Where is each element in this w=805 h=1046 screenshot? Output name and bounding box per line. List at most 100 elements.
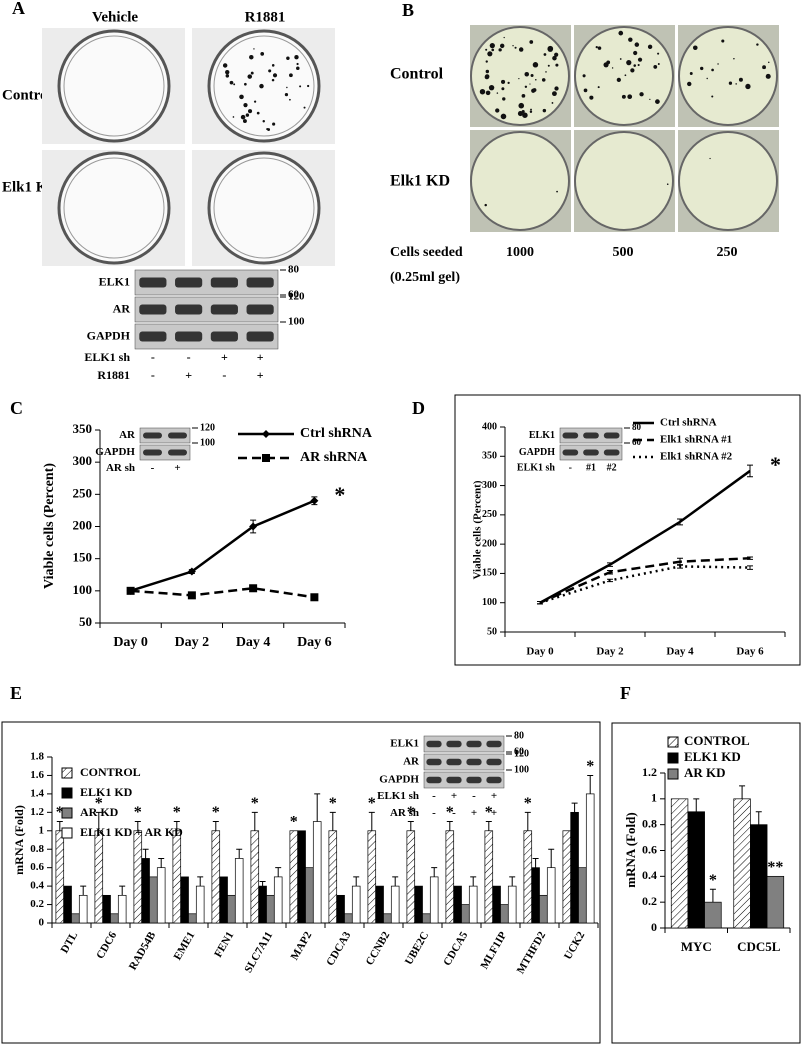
x-tick-label: CDC6 — [94, 929, 119, 961]
bar — [289, 830, 299, 924]
colony — [552, 55, 557, 61]
colony — [518, 102, 525, 109]
colony — [709, 157, 711, 160]
bar — [414, 885, 423, 924]
error-bar — [197, 876, 204, 887]
colony — [711, 68, 714, 72]
significance: * — [173, 804, 181, 821]
legend-swatch — [61, 787, 73, 799]
blot-band — [168, 449, 187, 456]
y-tick-label: 0 — [39, 917, 45, 929]
blot-band — [603, 449, 620, 456]
x-tick-label: CDCA5 — [441, 929, 470, 968]
bar — [110, 913, 119, 924]
legend-label: Ctrl shRNA — [300, 426, 373, 441]
dish-rim — [213, 35, 315, 137]
colony — [529, 110, 533, 114]
colony — [653, 65, 658, 69]
bar — [117, 894, 127, 924]
seeded-label: Cells seeded — [390, 245, 463, 260]
y-tick-label: 0.6 — [30, 861, 44, 873]
colony — [611, 67, 614, 69]
x-tick-label: DTL — [59, 930, 81, 956]
colony — [286, 86, 288, 89]
panel-label: C — [10, 398, 23, 418]
colony — [240, 114, 246, 120]
marker-label: 100 — [514, 764, 529, 775]
y-tick-label: 1.8 — [30, 751, 44, 763]
colony — [541, 78, 546, 82]
band-label: AR — [113, 301, 131, 315]
blot-band — [426, 758, 442, 766]
bar — [687, 811, 705, 929]
colony — [624, 74, 627, 77]
y-tick-label: 1.2 — [30, 806, 44, 818]
colony — [595, 46, 598, 49]
error-bar — [158, 857, 165, 868]
significance: * — [290, 813, 298, 830]
colony — [501, 87, 505, 91]
significance: ** — [767, 859, 783, 876]
blot-strip — [423, 753, 505, 771]
colony — [222, 63, 228, 68]
legend-marker — [262, 454, 270, 462]
colony — [606, 60, 611, 65]
colony — [529, 83, 531, 85]
bar — [492, 885, 501, 924]
band-label: ELK1 — [99, 274, 130, 288]
blot-band — [486, 758, 502, 766]
colony — [735, 83, 737, 85]
blot-band — [175, 304, 203, 315]
significance: * — [709, 872, 717, 889]
condition-sign: + — [257, 368, 264, 382]
colony — [498, 48, 502, 52]
error-bar — [677, 518, 683, 526]
significance: * — [334, 482, 345, 507]
point — [249, 522, 258, 531]
colony — [657, 63, 660, 66]
error-bar — [709, 888, 716, 903]
blot-band — [562, 449, 579, 456]
plate-well — [574, 131, 674, 231]
error-bar — [392, 876, 399, 887]
colony — [225, 74, 230, 78]
condition-sign: + — [221, 350, 228, 364]
y-tick-label: 1.4 — [30, 787, 44, 799]
colony — [583, 88, 588, 93]
significance: * — [212, 804, 220, 821]
colony — [765, 73, 771, 79]
colony — [239, 94, 244, 100]
error-bar — [509, 876, 516, 887]
band-label: ELK1 — [390, 738, 419, 750]
blot-band — [446, 758, 462, 766]
colony — [618, 30, 624, 36]
y-tick-label: 0.4 — [642, 868, 657, 882]
x-tick-label: Day 6 — [297, 635, 332, 650]
colony — [507, 81, 510, 84]
x-tick-label: Day 2 — [175, 635, 210, 650]
colony — [532, 62, 539, 68]
colony — [243, 103, 248, 108]
dish — [57, 151, 171, 265]
series-line — [539, 556, 751, 604]
significance: * — [329, 795, 337, 812]
colony — [488, 84, 495, 91]
legend-swatch — [61, 827, 73, 839]
significance: * — [407, 804, 415, 821]
panel-label: B — [402, 0, 414, 20]
bar — [328, 830, 338, 924]
colony — [666, 183, 669, 185]
blot-band — [426, 740, 442, 748]
colony — [232, 116, 235, 118]
colony — [233, 83, 236, 86]
error-bar — [747, 565, 753, 570]
y-tick-label: 300 — [73, 453, 93, 468]
colony — [479, 89, 486, 95]
bar — [422, 913, 431, 924]
marker-label: 80 — [632, 422, 642, 432]
legend-swatch — [61, 767, 73, 779]
blot-band — [143, 432, 162, 439]
significance: * — [368, 795, 376, 812]
colony — [530, 108, 532, 111]
marker-label: 100 — [200, 437, 215, 448]
